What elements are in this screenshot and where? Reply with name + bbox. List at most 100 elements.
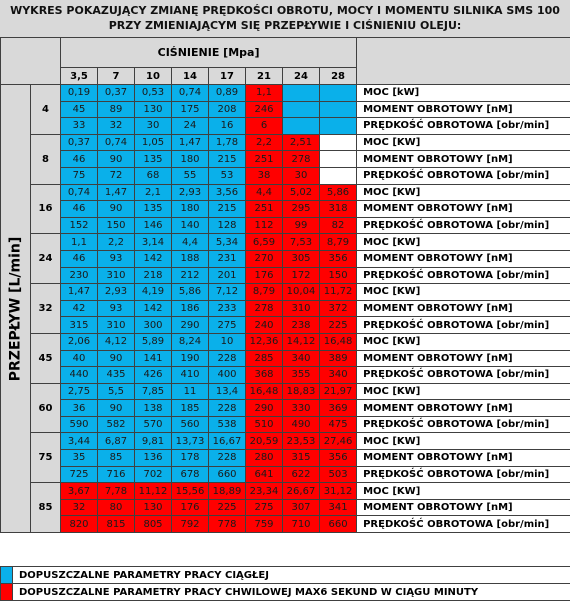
value-cell: 146	[135, 217, 172, 234]
value-cell: 5,02	[283, 184, 320, 201]
legend-item: DOPUSZCZALNE PARAMETRY PRACY CHWILOWEJ M…	[1, 584, 570, 601]
value-cell: 230	[61, 267, 98, 284]
pressure-value: 3,5	[61, 68, 98, 85]
value-cell: 330	[283, 400, 320, 417]
value-cell: 10	[209, 333, 246, 350]
value-cell: 188	[172, 250, 209, 267]
value-cell: 31,12	[320, 483, 357, 500]
value-cell: 68	[135, 167, 172, 184]
value-cell: 16,67	[209, 433, 246, 450]
value-cell: 24	[172, 118, 209, 135]
row-label: MOC [KW]	[357, 483, 570, 500]
value-cell: 2,75	[61, 383, 98, 400]
value-cell: 356	[320, 250, 357, 267]
value-cell: 426	[135, 367, 172, 384]
value-cell	[283, 85, 320, 102]
value-cell: 89	[98, 101, 135, 118]
value-cell: 4,4	[246, 184, 283, 201]
title-line-2: PRZY ZMIENIAJĄCYM SIĘ PRZEPŁYWIE I CIŚNI…	[0, 18, 570, 33]
value-cell: 280	[246, 450, 283, 467]
value-cell: 186	[172, 300, 209, 317]
value-cell: 8,79	[246, 284, 283, 301]
value-cell: 208	[209, 101, 246, 118]
row-label: MOMENT OBROTOWY [nM]	[357, 201, 570, 218]
value-cell: 136	[135, 450, 172, 467]
flow-value: 60	[31, 383, 61, 433]
value-cell: 660	[320, 516, 357, 533]
value-cell: 225	[320, 317, 357, 334]
flow-axis-label: PRZEPŁYW [L/min]	[1, 85, 31, 533]
value-cell: 90	[98, 400, 135, 417]
row-label: PRĘDKOŚĆ OBROTOWA [obr/min]	[357, 118, 570, 135]
pressure-value: 10	[135, 68, 172, 85]
value-cell	[320, 85, 357, 102]
title-line-1: WYKRES POKAZUJĄCY ZMIANĘ PRĘDKOŚCI OBROT…	[0, 3, 570, 18]
header-blank	[357, 38, 570, 85]
value-cell: 389	[320, 350, 357, 367]
value-cell: 11,12	[135, 483, 172, 500]
value-cell: 35	[61, 450, 98, 467]
value-cell: 42	[61, 300, 98, 317]
value-cell: 290	[246, 400, 283, 417]
value-cell: 40	[61, 350, 98, 367]
value-cell: 172	[283, 267, 320, 284]
value-cell: 6,87	[98, 433, 135, 450]
value-cell: 1,47	[61, 284, 98, 301]
value-cell: 368	[246, 367, 283, 384]
value-cell: 55	[172, 167, 209, 184]
value-cell: 310	[283, 300, 320, 317]
value-cell: 270	[246, 250, 283, 267]
value-cell: 275	[246, 499, 283, 516]
value-cell: 130	[135, 101, 172, 118]
value-cell: 278	[283, 151, 320, 168]
value-cell: 5,89	[135, 333, 172, 350]
value-cell: 660	[209, 466, 246, 483]
value-cell: 32	[98, 118, 135, 135]
value-cell: 6,59	[246, 234, 283, 251]
value-cell: 0,37	[98, 85, 135, 102]
value-cell: 2,93	[98, 284, 135, 301]
value-cell: 490	[283, 416, 320, 433]
row-label: MOMENT OBROTOWY [nM]	[357, 151, 570, 168]
value-cell: 315	[283, 450, 320, 467]
row-label: MOMENT OBROTOWY [nM]	[357, 300, 570, 317]
value-cell: 135	[135, 151, 172, 168]
value-cell: 46	[61, 201, 98, 218]
value-cell: 0,74	[98, 134, 135, 151]
pressure-header: CIŚNIENIE [Mpa]	[61, 38, 357, 68]
value-cell: 176	[172, 499, 209, 516]
value-cell: 246	[246, 101, 283, 118]
value-cell: 778	[209, 516, 246, 533]
value-cell: 678	[172, 466, 209, 483]
value-cell: 23,53	[283, 433, 320, 450]
value-cell: 318	[320, 201, 357, 218]
corner-cell	[1, 38, 61, 85]
pressure-value: 7	[98, 68, 135, 85]
value-cell: 11,72	[320, 284, 357, 301]
value-cell: 759	[246, 516, 283, 533]
value-cell: 560	[172, 416, 209, 433]
value-cell: 290	[172, 317, 209, 334]
value-cell	[320, 151, 357, 168]
value-cell: 99	[283, 217, 320, 234]
value-cell: 1,1	[61, 234, 98, 251]
value-cell: 13,73	[172, 433, 209, 450]
value-cell: 201	[209, 267, 246, 284]
value-cell: 503	[320, 466, 357, 483]
value-cell: 150	[320, 267, 357, 284]
value-cell: 0,74	[61, 184, 98, 201]
value-cell: 231	[209, 250, 246, 267]
value-cell: 5,86	[172, 284, 209, 301]
value-cell: 341	[320, 499, 357, 516]
